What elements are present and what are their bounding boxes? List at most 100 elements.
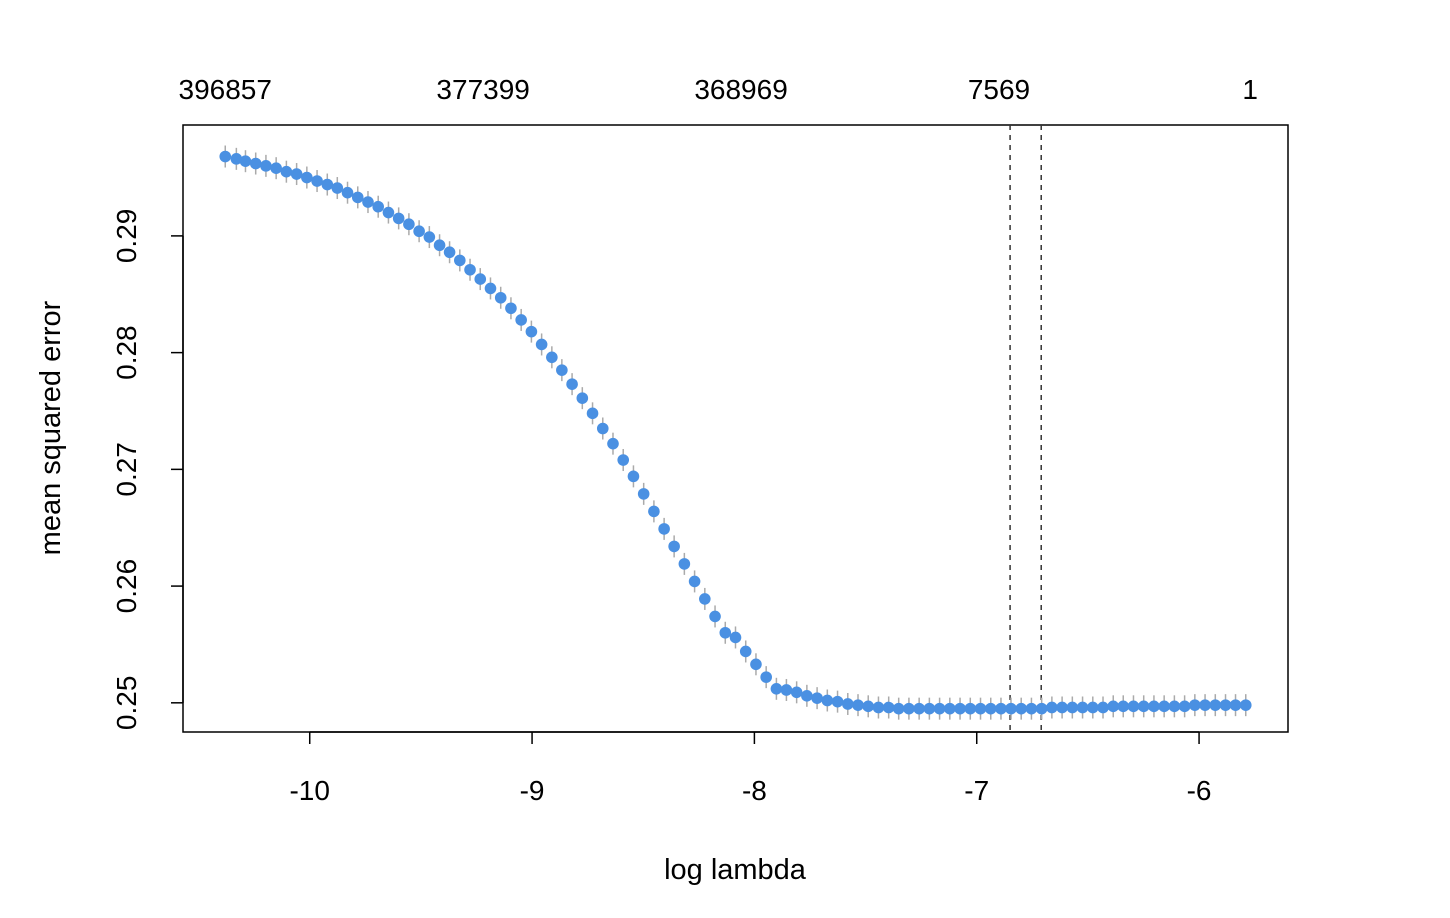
data-point [933,702,946,715]
data-point [944,702,956,715]
y-tick-label: 0.29 [111,209,142,264]
data-point [1189,699,1201,711]
data-point [413,225,425,238]
y-tick-label: 0.26 [111,559,142,614]
data-point [1158,700,1170,713]
data-point [280,165,293,178]
data-point [474,273,487,285]
data-point [688,575,701,588]
top-axis-label: 368969 [694,74,787,105]
y-axis: 0.25 0.26 0.27 0.28 0.29 [111,209,184,731]
data-point [351,191,364,204]
data-point [1076,701,1089,714]
data-point [995,702,1007,715]
data-point [637,488,650,500]
data-point [1086,701,1099,714]
data-point [780,684,793,696]
x-tick-label: -9 [520,775,545,806]
data-point [392,212,405,225]
top-axis-label: 7569 [968,74,1030,105]
data-point [260,160,272,172]
y-tick-label: 0.25 [111,676,142,731]
top-axis-label: 1 [1242,74,1258,105]
data-point [515,314,527,326]
data-point [403,218,415,231]
data-point [1178,700,1191,713]
data-point [505,302,517,315]
y-tick-label: 0.27 [111,442,142,497]
data-point [760,671,772,683]
data-point [443,246,456,259]
data-point [494,291,507,304]
data-point [648,505,660,518]
data-point [1056,701,1068,714]
data-point [1046,701,1058,714]
data-point [525,325,538,338]
data-point [1239,699,1252,711]
data-point [596,422,609,435]
data-point [239,155,252,167]
data-point [1066,701,1079,714]
data-point [903,702,915,715]
data-point [290,168,303,180]
data-point [341,186,354,199]
data-point [913,702,925,715]
x-axis: -10 -9 -8 -7 -6 [289,731,1212,806]
data-point [750,658,762,671]
data-point [484,282,497,295]
data-point [872,701,885,714]
data-point [821,694,834,707]
x-axis-title: log lambda [664,854,807,886]
x-tick-label: -6 [1187,775,1212,806]
x-tick-label: -7 [964,775,989,806]
data-point [556,364,568,376]
data-point [1148,700,1160,713]
y-tick-label: 0.28 [111,325,142,380]
data-point [433,239,446,252]
data-point [954,702,966,715]
data-point [311,175,323,187]
top-axis: 396857 377399 368969 7569 1 [179,74,1258,105]
data-point [576,392,589,404]
data-point [831,695,844,708]
data-point [882,701,895,714]
data-point [1229,699,1242,711]
data-point [892,702,905,715]
data-point [1219,699,1232,711]
data-point [1005,702,1017,715]
data-point [535,338,548,351]
data-point [1127,700,1140,713]
data-point [964,702,977,715]
data-point [1199,699,1211,711]
lambda-reference-lines [1009,125,1042,732]
data-point [382,206,395,219]
data-point [699,593,711,605]
data-point [841,698,854,710]
data-point [1035,702,1048,715]
data-point [852,699,864,711]
data-point [607,437,619,450]
data-point [709,610,721,623]
data-point [668,540,680,553]
data-point [770,683,783,695]
data-point [301,171,313,184]
data-point [1209,699,1222,711]
data-point [249,157,262,170]
data-point [230,153,243,165]
data-point [1137,700,1150,713]
x-tick-label: -10 [289,775,329,806]
data-point [974,702,987,715]
data-point [586,407,599,420]
top-axis-label: 377399 [436,74,529,105]
data-point [1097,701,1109,714]
data-point [454,254,466,267]
top-axis-label: 396857 [179,74,272,105]
data-point [1117,700,1130,713]
y-axis-title: mean squared error [35,300,67,555]
x-tick-label: -8 [742,775,767,806]
data-point [984,702,997,715]
data-point [739,645,752,658]
data-point [1168,700,1181,713]
data-point [862,700,875,713]
